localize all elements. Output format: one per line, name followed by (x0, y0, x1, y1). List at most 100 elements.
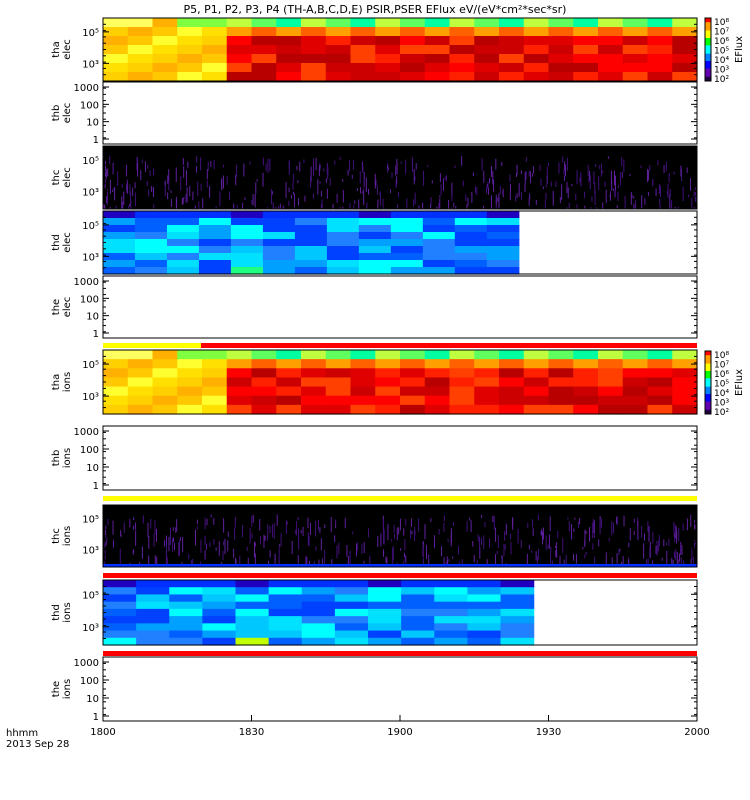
colorbar-swatch (705, 24, 711, 26)
heatmap-cell (262, 267, 296, 275)
heatmap-cell (598, 377, 624, 388)
panel-the-elec: 1000 100 10 1 theelec (51, 275, 698, 340)
heatmap-cell (226, 386, 253, 397)
heatmap-cell (622, 377, 649, 388)
heatmap-cell (647, 359, 673, 369)
heatmap-cell (449, 27, 475, 37)
heatmap-cell (134, 239, 168, 247)
colorbar-swatch (705, 20, 711, 22)
heatmap-cell (622, 72, 649, 82)
heatmap-cell (202, 54, 228, 64)
colorbar-swatch (705, 21, 711, 23)
colorbar-swatch (705, 382, 711, 385)
colorbar-swatch (705, 391, 711, 394)
heatmap-cell (230, 253, 264, 261)
colorbar-swatch (705, 396, 711, 398)
colorbar-swatch (705, 67, 711, 69)
heatmap-cell (647, 368, 673, 379)
heatmap-cell (103, 587, 137, 596)
heatmap-cell (647, 386, 673, 397)
heatmap-cell (622, 36, 649, 46)
colorbar-tick-label: 10² (714, 75, 729, 85)
heatmap-cell (325, 368, 352, 379)
heatmap-cell (294, 267, 328, 275)
colorbar-swatch (705, 76, 711, 79)
heatmap-cell (598, 27, 624, 37)
heatmap-cell (262, 260, 296, 268)
heatmap-cell (474, 45, 500, 55)
heatmap-cell (598, 72, 624, 82)
heatmap-cell (350, 45, 376, 55)
colorbar-swatch (705, 407, 711, 410)
heatmap-cell (301, 359, 327, 369)
heatmap-cell (202, 27, 228, 37)
heatmap-cell (103, 623, 137, 632)
colorbar-swatch (705, 411, 711, 414)
heatmap-cell (598, 404, 624, 415)
heatmap-cell (251, 368, 277, 379)
heatmap-cell (251, 386, 277, 397)
heatmap-cell (103, 36, 129, 46)
heatmap-cell (598, 54, 624, 64)
heatmap-cell (672, 386, 698, 397)
ytick-label: 100 (80, 294, 99, 305)
heatmap-cell (169, 637, 203, 646)
colorbar-swatch (705, 60, 711, 62)
heatmap-cell (424, 404, 451, 415)
colorbar-swatch (705, 71, 711, 74)
colorbar-swatch (705, 410, 711, 413)
heatmap-cell (268, 587, 303, 596)
heatmap-cell (294, 253, 328, 261)
heatmap-cell (166, 246, 200, 254)
heatmap-cell (368, 637, 402, 646)
heatmap-cell (276, 359, 302, 369)
colorbar-swatch (705, 31, 711, 34)
panel-thc-elec: 10⁵ 10³ thcelec (51, 145, 698, 210)
heatmap-cell (390, 225, 424, 233)
colorbar-tick-label: 10⁶ (714, 37, 729, 47)
heatmap-cell (202, 18, 228, 28)
heatmap-cell (198, 232, 232, 240)
heatmap-cell (230, 232, 264, 240)
heatmap-cell (152, 395, 178, 406)
heatmap-cell (375, 45, 401, 55)
heatmap-cell (401, 587, 435, 596)
heatmap-cell (647, 36, 673, 46)
heatmap-cell (434, 630, 468, 639)
colorbar-swatch (705, 26, 711, 28)
heatmap-cell (523, 386, 550, 397)
heatmap-cell (358, 225, 392, 233)
heatmap-cell (294, 218, 328, 226)
heatmap-cell (301, 608, 336, 617)
heatmap-cell (400, 395, 426, 406)
heatmap-cell (301, 386, 327, 397)
xtick-label: 1930 (536, 727, 561, 738)
colorbar-tick-label: 10⁴ (714, 389, 729, 399)
colorbar-swatch (705, 72, 711, 75)
heatmap-cell (136, 601, 170, 610)
heatmap-cell (449, 54, 475, 64)
heatmap-cell (127, 386, 154, 397)
colorbar-swatch (705, 409, 711, 412)
panel-ylabel: thbelec (51, 103, 73, 124)
colorbar-swatch (705, 385, 711, 388)
heatmap-cell (166, 253, 200, 261)
ytick-label: 1000 (74, 277, 99, 288)
heatmap-cell (251, 45, 277, 55)
heatmap-cell (422, 267, 456, 275)
heatmap-cell (301, 616, 336, 624)
colorbar-swatch (705, 356, 711, 358)
panel-thb-elec: 1000 100 10 1 thbelec (51, 81, 698, 146)
heatmap-cell (499, 27, 525, 37)
heatmap-cell (548, 368, 574, 379)
heatmap-cell (500, 630, 535, 639)
ytick-label: 10³ (82, 187, 99, 198)
heatmap-cell (103, 232, 136, 240)
heatmap-cell (103, 616, 137, 624)
heatmap-cell (672, 368, 698, 379)
heatmap-cell (672, 45, 698, 55)
heatmap-cell (350, 27, 376, 37)
ytick-label: 10 (86, 118, 99, 129)
heatmap-cell (226, 18, 253, 28)
heatmap-cell (235, 601, 270, 610)
